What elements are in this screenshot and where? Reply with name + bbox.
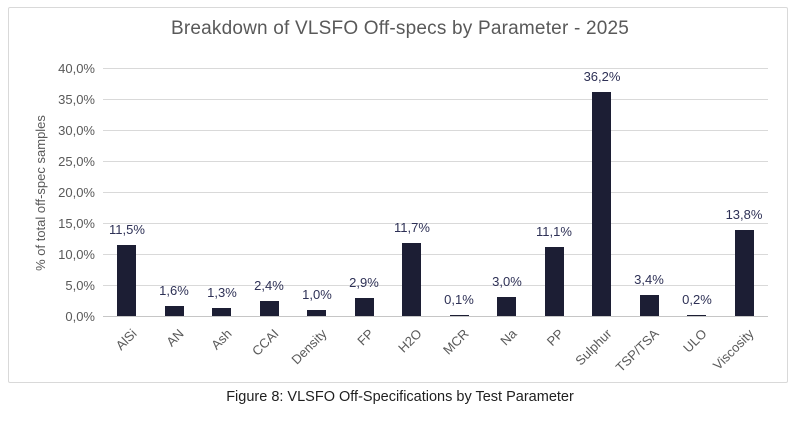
- y-tick-label: 40,0%: [58, 61, 95, 76]
- bar-pp: [545, 247, 564, 316]
- bar-ash: [212, 308, 231, 316]
- bar-ulo: [687, 315, 706, 316]
- chart-frame: [8, 7, 788, 383]
- bar-alsi: [117, 245, 136, 316]
- gridline: [103, 99, 768, 100]
- gridline: [103, 285, 768, 286]
- figure-caption: Figure 8: VLSFO Off-Specifications by Te…: [226, 389, 574, 405]
- gridline: [103, 130, 768, 131]
- y-tick-label: 5,0%: [65, 278, 95, 293]
- chart-title: Breakdown of VLSFO Off-specs by Paramete…: [170, 18, 630, 39]
- bar-sulphur: [592, 92, 611, 316]
- bar-value-label: 1,0%: [302, 287, 332, 302]
- bar-value-label: 2,4%: [254, 278, 284, 293]
- bar-value-label: 2,9%: [349, 275, 379, 290]
- y-tick-label: 25,0%: [58, 154, 95, 169]
- y-tick-label: 20,0%: [58, 185, 95, 200]
- x-axis-line: [103, 316, 768, 317]
- bar-value-label: 36,2%: [583, 69, 621, 84]
- y-tick-label: 35,0%: [58, 92, 95, 107]
- bar-value-label: 13,8%: [725, 207, 763, 222]
- bar-an: [165, 306, 184, 316]
- bar-mcr: [450, 315, 469, 316]
- bar-value-label: 11,7%: [394, 220, 430, 235]
- y-tick-label: 15,0%: [58, 216, 95, 231]
- bar-viscosity: [735, 230, 754, 316]
- bar-density: [307, 310, 326, 316]
- y-tick-label: 10,0%: [58, 247, 95, 262]
- bar-fp: [355, 298, 374, 316]
- bar-value-label: 11,5%: [109, 222, 145, 237]
- bar-tsp-tsa: [640, 295, 659, 316]
- bar-value-label: 3,0%: [492, 274, 522, 289]
- bar-h2o: [402, 243, 421, 316]
- gridline: [103, 161, 768, 162]
- bar-value-label: 3,4%: [634, 272, 664, 287]
- bar-value-label: 1,3%: [207, 285, 237, 300]
- gridline: [103, 68, 768, 69]
- y-tick-label: 30,0%: [58, 123, 95, 138]
- bar-value-label: 0,1%: [444, 292, 474, 307]
- gridline: [103, 192, 768, 193]
- bar-value-label: 11,1%: [536, 224, 572, 239]
- bar-value-label: 0,2%: [682, 292, 712, 307]
- bar-na: [497, 297, 516, 316]
- y-tick-label: 0,0%: [65, 309, 95, 324]
- gridline: [103, 254, 768, 255]
- bar-ccai: [260, 301, 279, 316]
- gridline: [103, 223, 768, 224]
- bar-value-label: 1,6%: [159, 283, 189, 298]
